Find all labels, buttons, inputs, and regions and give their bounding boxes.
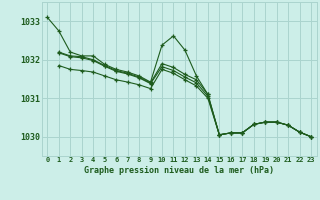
X-axis label: Graphe pression niveau de la mer (hPa): Graphe pression niveau de la mer (hPa): [84, 166, 274, 175]
